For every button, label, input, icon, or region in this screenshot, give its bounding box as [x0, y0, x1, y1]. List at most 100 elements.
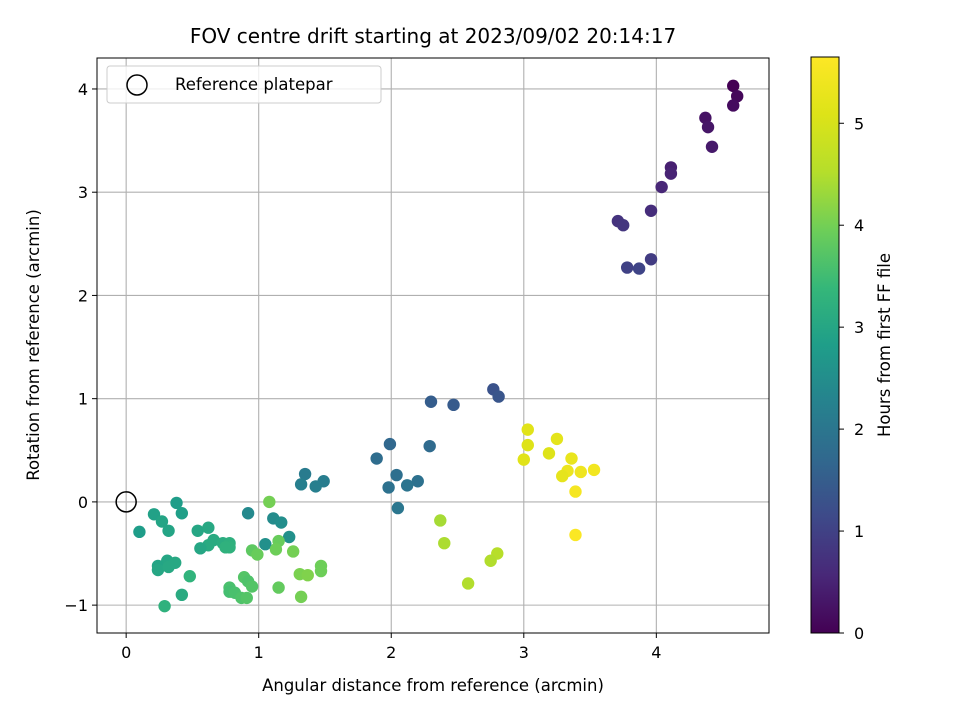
- data-point: [565, 452, 578, 465]
- data-point: [587, 463, 601, 477]
- data-point: [301, 568, 314, 582]
- data-point: [699, 111, 712, 125]
- data-point: [269, 543, 283, 556]
- data-point: [644, 204, 658, 217]
- data-point: [175, 507, 189, 520]
- data-point: [521, 438, 534, 452]
- data-point: [424, 395, 438, 408]
- data-point: [370, 452, 383, 465]
- x-tick-label: 3: [519, 643, 529, 662]
- colorbar-tick-label: 3: [854, 318, 864, 337]
- data-point: [155, 515, 169, 528]
- data-point: [569, 485, 582, 498]
- x-tick-label: 4: [651, 643, 661, 662]
- legend-marker-ref: [126, 74, 148, 96]
- colorbar-ticks: 0 1 2 3 4 5: [839, 114, 864, 643]
- data-point: [550, 432, 564, 446]
- data-point: [382, 481, 395, 494]
- data-point: [461, 577, 475, 590]
- data-point: [282, 530, 296, 544]
- data-point: [447, 398, 460, 412]
- colorbar-tick-label: 4: [854, 216, 864, 235]
- scatter-points: [115, 79, 744, 613]
- data-point: [390, 468, 403, 482]
- colorbar: 0 1 2 3 4 5 Hours from first FF file: [810, 56, 894, 643]
- data-point: [484, 554, 497, 567]
- data-point: [191, 524, 204, 538]
- data-point: [151, 563, 165, 577]
- y-tick-label: 2: [78, 286, 88, 305]
- colorbar-gradient: [810, 56, 840, 634]
- data-point: [314, 564, 328, 578]
- data-point: [133, 525, 146, 539]
- y-axis-ticks: −1 0 1 2 3 4: [64, 80, 97, 615]
- y-axis-label: Rotation from reference (arcmin): [24, 209, 43, 481]
- data-point: [727, 99, 740, 112]
- x-tick-label: 2: [386, 643, 396, 662]
- reference-platepar-marker: [115, 491, 137, 513]
- data-point: [147, 508, 161, 521]
- colorbar-label: Hours from first FF file: [875, 253, 894, 437]
- data-point: [655, 180, 668, 194]
- data-point: [664, 167, 678, 180]
- data-point: [251, 548, 264, 561]
- data-point: [492, 390, 505, 403]
- data-point: [701, 120, 715, 134]
- data-point: [644, 253, 658, 266]
- data-point: [294, 590, 308, 604]
- data-point: [219, 541, 232, 554]
- data-point: [727, 79, 740, 93]
- plot-frame: [96, 57, 770, 634]
- legend-label-ref: Reference platepar: [175, 75, 333, 94]
- data-point: [286, 545, 300, 558]
- data-point: [438, 536, 451, 550]
- data-point: [202, 521, 215, 534]
- y-tick-label: −1: [64, 596, 88, 615]
- data-point: [620, 261, 634, 274]
- data-point: [400, 479, 414, 492]
- y-tick-label: 0: [78, 493, 88, 512]
- data-point: [617, 219, 630, 232]
- data-point: [259, 538, 272, 551]
- data-point: [730, 89, 744, 103]
- data-point: [391, 501, 405, 515]
- data-point: [175, 588, 189, 602]
- data-point: [241, 507, 255, 520]
- colorbar-tick-label: 2: [854, 420, 864, 439]
- colorbar-tick-label: 0: [854, 624, 864, 643]
- colorbar-tick-label: 5: [854, 114, 864, 133]
- x-tick-label: 0: [121, 643, 131, 662]
- data-point: [158, 599, 171, 613]
- data-point: [411, 475, 424, 488]
- data-point: [632, 262, 646, 275]
- data-point: [275, 516, 288, 529]
- y-tick-label: 4: [78, 80, 88, 99]
- x-axis-ticks: 0 1 2 3 4: [121, 633, 661, 662]
- chart-title: FOV centre drift starting at 2023/09/02 …: [190, 24, 676, 48]
- x-tick-label: 1: [254, 643, 264, 662]
- data-point: [556, 469, 569, 483]
- data-point: [162, 560, 175, 574]
- data-point: [298, 467, 312, 481]
- data-point: [183, 570, 196, 583]
- data-point: [542, 447, 556, 460]
- data-point: [423, 439, 436, 453]
- data-point: [272, 581, 285, 594]
- y-tick-label: 3: [78, 183, 88, 202]
- data-point: [194, 542, 207, 555]
- y-tick-label: 1: [78, 390, 88, 409]
- x-axis-label: Angular distance from reference (arcmin): [262, 676, 604, 695]
- data-point: [162, 524, 175, 538]
- data-point: [574, 465, 587, 479]
- legend-box: [106, 65, 382, 104]
- data-point: [263, 495, 276, 509]
- data-point: [309, 480, 322, 493]
- colorbar-tick-label: 1: [854, 522, 864, 541]
- data-point: [569, 528, 582, 542]
- legend: Reference platepar: [106, 65, 382, 104]
- data-point: [240, 591, 253, 605]
- data-point: [294, 478, 308, 491]
- data-point: [517, 453, 530, 466]
- data-point: [383, 437, 397, 451]
